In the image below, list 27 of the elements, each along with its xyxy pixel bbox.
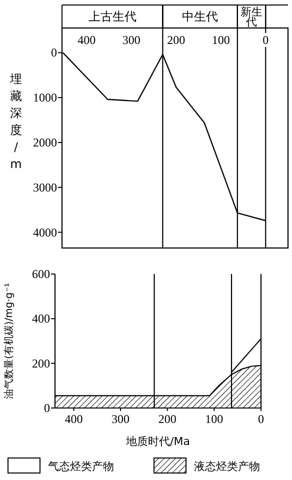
x-tick-label: 300	[122, 33, 140, 47]
x-tick-label: 200	[158, 412, 176, 426]
legend-label: 气态烃类产物	[48, 460, 114, 473]
x-tick-label: 100	[212, 33, 230, 47]
y-axis-title: 埋藏深度/m	[9, 72, 22, 171]
text: 中生代	[182, 10, 218, 24]
y-tick-label: 400	[32, 312, 50, 326]
y-tick-label: 1000	[33, 90, 57, 105]
annotation: 新生代	[240, 6, 263, 28]
x-tick-label: 100	[205, 412, 224, 426]
x-tick-label: 0	[258, 412, 264, 426]
y-tick-label: 600	[32, 267, 50, 281]
x-tick-label: 300	[112, 412, 130, 426]
legend-label: 液态烃类产物	[194, 460, 260, 473]
y-tick-label: 2000	[33, 135, 57, 150]
x-tick-label: 400	[78, 33, 96, 47]
y-tick-label: 200	[32, 356, 50, 370]
y-tick-label: 0	[44, 401, 50, 415]
x-axis-title: 地质时代/Ma	[125, 435, 190, 448]
text: 上古生代	[88, 10, 136, 24]
y-tick-label: 4000	[33, 225, 57, 240]
y-tick-label: 0	[51, 46, 57, 60]
x-tick-label: 0	[262, 33, 269, 47]
y-axis-title: 油气数量(有机碳)/mg·g⁻¹	[3, 282, 15, 400]
x-tick-label: 400	[64, 412, 83, 426]
x-tick-label: 200	[167, 33, 186, 47]
y-tick-label: 3000	[33, 180, 57, 194]
